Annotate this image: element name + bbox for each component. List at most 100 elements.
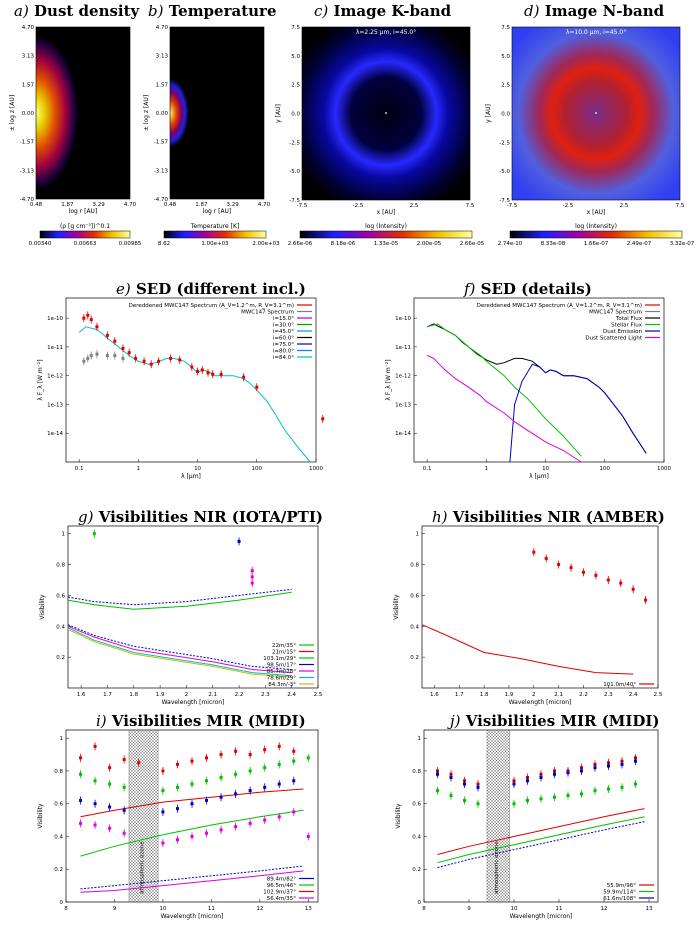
- chart-e-frame: [65, 297, 317, 463]
- map-c-ytick: 0.0: [291, 112, 300, 118]
- map-d-ytick: 7.5: [501, 25, 510, 31]
- chart-i-xtick-label: 12: [256, 906, 263, 912]
- title-i: i) Visibilities MIR (MIDI): [96, 712, 306, 730]
- chart-i-point: [79, 798, 83, 802]
- chart-e-point: [113, 354, 117, 358]
- chart-i-legend-label: 96.5m/46°: [267, 883, 296, 889]
- map-c-ytick: -2.5: [289, 140, 300, 146]
- chart-e-point: [95, 325, 99, 329]
- map-a-xtick: 3.29: [93, 202, 106, 208]
- chart-h-point: [619, 581, 623, 585]
- map-b-xtick: 4.70: [258, 202, 271, 208]
- map-c-ytick: -5.0: [289, 169, 300, 175]
- chart-e-xtick-label: 0.1: [75, 466, 84, 472]
- chart-i-point: [175, 838, 179, 842]
- map-c-ytick: 5.0: [291, 54, 300, 60]
- chart-i-point: [219, 753, 223, 757]
- chart-g-point: [250, 581, 254, 585]
- chart-e-point: [219, 372, 223, 376]
- chart-e-point: [105, 333, 109, 337]
- chart-j-point: [607, 764, 610, 768]
- map-b-cbar-label: Temperature [K]: [190, 223, 240, 230]
- chart-i-point: [248, 821, 252, 825]
- map-a-cbar-tick: 0.00985: [119, 241, 142, 247]
- map-d-xtick: -7.5: [507, 203, 518, 209]
- chart-i-xtick-label: 8: [64, 906, 68, 912]
- chart-e-point: [95, 352, 99, 356]
- chart-g-ytick-label: 0.4: [56, 624, 65, 630]
- map-b-xtick: 3.29: [227, 202, 240, 208]
- title-d: d) Image N-band: [524, 2, 665, 20]
- chart-j-ytick-label: 1: [418, 736, 422, 742]
- map-a-ylabel: ± log z [AU]: [9, 95, 16, 131]
- chart-i-band-label: atmospheric ozone: [140, 841, 146, 894]
- map-a-ytick: -1.57: [20, 140, 35, 146]
- chart-e-point: [178, 358, 182, 362]
- chart-h-point: [644, 598, 648, 602]
- chart-i-ytick-label: 0.2: [54, 867, 63, 873]
- chart-j-point: [620, 762, 624, 766]
- chart-i-point: [93, 779, 97, 783]
- chart-i-point: [190, 782, 194, 786]
- map-b-ylabel: ± log z [AU]: [143, 95, 150, 131]
- chart-e-point: [89, 318, 93, 322]
- map-a-xtick: 4.70: [124, 202, 137, 208]
- map-a-xlabel: log r [AU]: [69, 208, 98, 215]
- chart-f-xlabel: λ [μm]: [529, 473, 549, 480]
- chart-g-xtick-label: 1.9: [156, 692, 165, 698]
- chart-e-legend-label: i=45.0°: [273, 329, 294, 335]
- chart-j-xtick-label: 8: [422, 906, 426, 912]
- chart-i-point: [161, 769, 165, 773]
- chart-j-point: [463, 798, 466, 802]
- chart-g-series-line: [67, 628, 292, 678]
- chart-e-point: [113, 339, 117, 343]
- chart-g-ytick-label: 0.6: [56, 593, 65, 599]
- chart-i-point: [263, 818, 267, 822]
- chart-g-series-line: [67, 627, 292, 677]
- chart-i-point: [93, 744, 97, 748]
- chart-j-legend-label: 59.9m/114°: [603, 890, 636, 896]
- chart-e-point: [255, 385, 259, 389]
- chart-e-ytick-label: 1e-12: [47, 374, 63, 380]
- chart-h-point: [631, 587, 635, 591]
- map-b-ytick: 0.00: [156, 111, 169, 117]
- chart-j-xlabel: Wavelength [micron]: [510, 913, 573, 920]
- map-d-ytick: -2.5: [499, 140, 510, 146]
- chart-g-xtick-label: 2.4: [287, 692, 296, 698]
- map-c-cbar-tick: 2.66e-06: [288, 241, 313, 247]
- map-b-ytick: 4.70: [156, 25, 169, 31]
- chart-i-legend-label: 102.9m/37°: [263, 890, 296, 896]
- chart-h-ylabel: Visibility: [393, 594, 400, 620]
- chart-j-point: [566, 794, 570, 798]
- chart-e-point: [82, 316, 86, 320]
- chart-h-ytick-label: 0.4: [410, 624, 419, 630]
- map-b-colorbar: [163, 230, 267, 239]
- chart-e-point: [121, 346, 125, 350]
- chart-i-point: [108, 782, 112, 786]
- chart-i-point: [234, 772, 238, 776]
- map-a-cbar-tick: 0.00663: [74, 241, 97, 247]
- chart-i-point: [93, 802, 97, 806]
- chart-h-point: [606, 578, 610, 582]
- chart-e-xtick-label: 1000: [309, 466, 323, 472]
- chart-g-xtick-label: 1.8: [129, 692, 138, 698]
- chart-e-point: [190, 365, 194, 369]
- chart-i-point: [234, 825, 238, 829]
- chart-j-point: [436, 789, 439, 793]
- chart-j-band-label: atmospheric ozone: [494, 841, 500, 894]
- chart-j-point: [593, 789, 597, 793]
- chart-i-series-line: [80, 788, 304, 818]
- map-b-image: [169, 26, 265, 200]
- chart-f-legend-label: Dust Scattered Light: [585, 336, 642, 342]
- chart-h-point: [557, 563, 561, 567]
- map-c-xtick: 2.5: [410, 203, 419, 209]
- chart-i-point: [263, 748, 267, 752]
- chart-e-point: [200, 368, 204, 372]
- chart-e-point: [127, 351, 131, 355]
- chart-f-xtick-label: 1: [485, 466, 489, 472]
- chart-g-series-line: [67, 625, 292, 674]
- chart-g-frame: [67, 525, 319, 689]
- chart-i-ytick-label: 0.4: [54, 834, 63, 840]
- map-d-cbar-tick: 1.66e-07: [584, 241, 609, 247]
- title-h: h) Visibilities NIR (AMBER): [432, 508, 665, 526]
